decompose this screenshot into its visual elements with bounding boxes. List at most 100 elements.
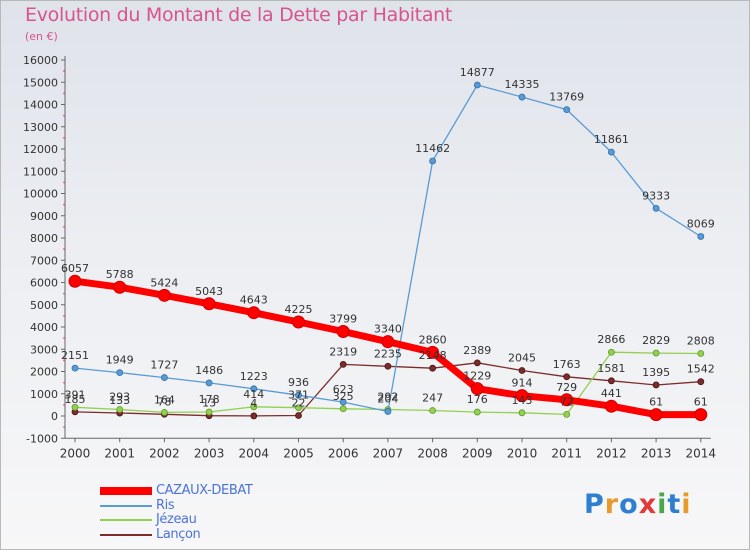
data-point xyxy=(697,233,705,240)
logo-letter: o xyxy=(619,489,639,520)
y-tick-label: 10000 xyxy=(23,188,58,201)
data-label: 5788 xyxy=(106,268,134,281)
data-point xyxy=(608,377,615,385)
x-tick-label: 2003 xyxy=(194,446,225,460)
data-labels-layer: 6057 5788 5424 5043 4643 4225 3799 3340 2860 1229… xyxy=(61,66,715,410)
y-minor-tick xyxy=(63,337,65,340)
data-point xyxy=(71,364,79,372)
data-point xyxy=(250,412,258,420)
y-tick-label: 9000 xyxy=(30,210,58,223)
data-label: 2829 xyxy=(642,334,670,347)
data-point xyxy=(384,362,392,370)
x-tick-label: 2005 xyxy=(283,446,314,460)
data-point xyxy=(697,350,705,357)
data-label: 9333 xyxy=(642,189,670,202)
data-point xyxy=(608,348,615,356)
data-label: 3799 xyxy=(329,312,357,325)
y-minor-tick xyxy=(63,359,65,362)
data-point xyxy=(652,349,660,357)
x-tick-label: 2002 xyxy=(149,446,180,460)
y-tick-label: 16000 xyxy=(23,54,58,67)
y-minor-tick xyxy=(63,403,65,406)
data-label: 22 xyxy=(292,397,306,410)
data-point xyxy=(518,367,526,374)
logo-letter: i xyxy=(657,489,668,520)
data-label: 13 xyxy=(202,397,216,410)
data-point xyxy=(608,148,615,156)
data-label: 1395 xyxy=(642,366,670,379)
y-minor-tick xyxy=(63,270,65,273)
x-tick-label: 2001 xyxy=(104,446,135,460)
data-point xyxy=(205,379,213,387)
data-point xyxy=(518,409,526,417)
y-tick-label: 6000 xyxy=(30,277,58,290)
data-point xyxy=(68,274,82,288)
data-label: 4643 xyxy=(240,294,268,307)
data-point xyxy=(652,381,660,389)
data-point xyxy=(160,408,168,416)
data-label: 164 xyxy=(154,393,175,406)
y-tick-label: 12000 xyxy=(23,143,58,156)
data-point xyxy=(247,306,261,320)
y-minor-tick xyxy=(63,426,65,429)
data-label: 371 xyxy=(288,389,309,402)
y-tick-label: 14000 xyxy=(23,99,58,112)
y-tick-label: 5000 xyxy=(30,299,58,312)
data-label: 2866 xyxy=(597,333,625,346)
data-point xyxy=(295,412,302,419)
data-point xyxy=(116,406,124,413)
data-point xyxy=(563,373,571,381)
data-label: 4 xyxy=(250,397,257,410)
x-tick-label: 2010 xyxy=(507,446,538,460)
chart-axes: -1000 0 1000 2000 3000 4000 5000 6000 7000 8000 90… xyxy=(23,54,716,460)
x-tick-label: 2009 xyxy=(462,446,493,460)
data-label: 13769 xyxy=(549,91,584,104)
series-layer xyxy=(68,81,708,422)
data-point xyxy=(649,408,663,422)
legend-swatch xyxy=(100,487,152,495)
x-tick-label: 2013 xyxy=(641,446,672,460)
y-tick-label: 8000 xyxy=(30,232,58,245)
y-minor-tick xyxy=(63,225,65,228)
data-label: 72 xyxy=(560,395,574,408)
data-label: 325 xyxy=(333,390,354,403)
proxiti-logo: Proxiti xyxy=(584,489,692,520)
data-point xyxy=(429,407,437,414)
data-point xyxy=(250,385,258,393)
y-tick-label: 4000 xyxy=(30,321,58,334)
y-tick-label: 2000 xyxy=(30,366,58,379)
data-point xyxy=(429,364,437,372)
data-label: 6057 xyxy=(61,262,89,275)
y-minor-tick xyxy=(63,381,65,384)
data-label: 3340 xyxy=(374,323,402,336)
data-label: 133 xyxy=(109,394,130,407)
y-minor-tick xyxy=(63,248,65,251)
data-point xyxy=(384,408,392,415)
y-tick-label: 13000 xyxy=(23,121,58,134)
data-point xyxy=(515,389,529,403)
data-label: 936 xyxy=(288,376,309,389)
data-point xyxy=(563,106,571,114)
data-point xyxy=(473,408,481,416)
logo-letter: r xyxy=(604,489,620,520)
data-point xyxy=(470,382,484,396)
data-label: 185 xyxy=(65,393,86,406)
y-minor-tick xyxy=(63,92,65,95)
data-label: 2319 xyxy=(329,345,357,358)
y-tick-label: 15000 xyxy=(23,76,58,89)
data-point xyxy=(202,297,216,311)
data-point xyxy=(473,81,481,89)
data-label: 11861 xyxy=(594,133,629,146)
y-minor-tick xyxy=(63,114,65,117)
x-tick-label: 2000 xyxy=(60,446,91,460)
data-label: 2148 xyxy=(419,349,447,362)
y-tick-label: 3000 xyxy=(30,343,58,356)
data-point xyxy=(157,288,171,302)
data-point xyxy=(604,399,618,413)
legend-label: CAZAUX-DEBAT xyxy=(156,483,253,498)
data-label: 2045 xyxy=(508,351,536,364)
data-label: 1542 xyxy=(687,363,715,376)
data-point xyxy=(250,403,258,411)
data-point xyxy=(336,324,350,338)
